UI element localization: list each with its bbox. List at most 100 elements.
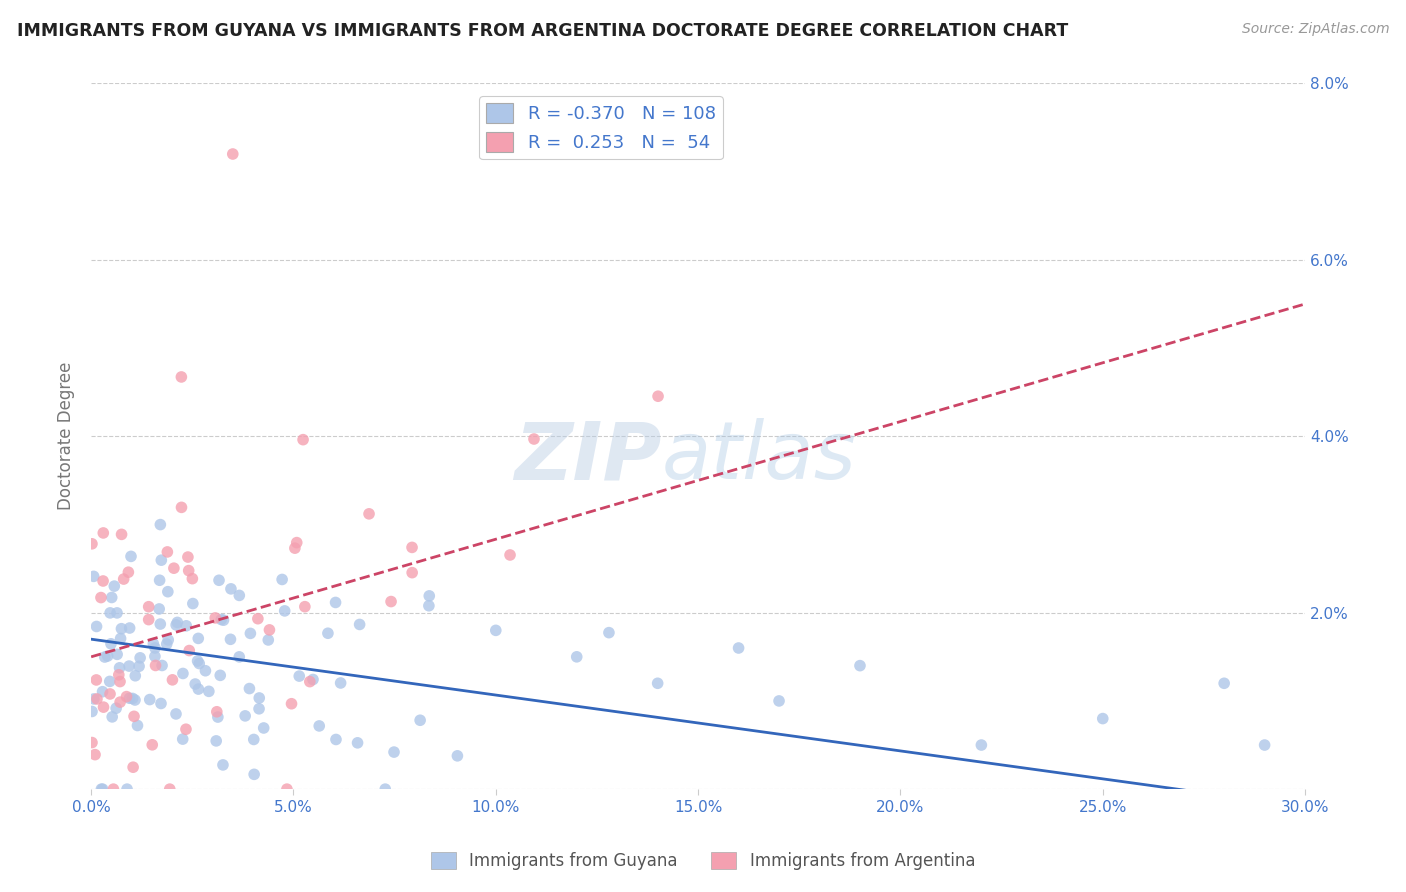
Point (259, 623, 281, 637)
Point (110, 622, 132, 636)
Point (90, 591, 112, 605)
Point (243, 767, 266, 781)
Point (172, 666, 194, 681)
Point (112, 572, 135, 586)
Point (181, 597, 204, 611)
Point (97, 648, 120, 663)
Point (246, 612, 269, 626)
Point (205, 734, 228, 748)
Point (374, 782, 396, 797)
Point (382, 745, 405, 759)
Point (302, 673, 325, 687)
Text: atlas: atlas (662, 418, 856, 497)
Point (117, 565, 139, 579)
Point (253, 721, 276, 735)
Point (86, 692, 108, 706)
Point (187, 654, 209, 668)
Point (970, 738, 993, 752)
Point (204, 611, 226, 625)
Point (187, 632, 209, 646)
Point (149, 617, 172, 632)
Point (212, 613, 235, 627)
Point (80, 705, 103, 719)
Point (194, 664, 217, 678)
Point (198, 684, 221, 698)
Point (228, 649, 250, 664)
Point (727, 640, 749, 655)
Point (239, 626, 262, 640)
Point (288, 669, 311, 683)
Point (205, 705, 228, 719)
Point (165, 706, 187, 721)
Point (598, 625, 620, 640)
Point (100, 591, 122, 605)
Text: Source: ZipAtlas.com: Source: ZipAtlas.com (1241, 22, 1389, 37)
Point (247, 702, 270, 716)
Point (308, 719, 330, 733)
Point (103, 579, 125, 593)
Point (122, 709, 145, 723)
Point (142, 637, 165, 651)
Point (149, 517, 172, 532)
Point (271, 573, 294, 587)
Text: ZIP: ZIP (515, 418, 662, 497)
Point (418, 589, 440, 603)
Point (150, 697, 173, 711)
Point (145, 658, 167, 673)
Point (219, 582, 242, 596)
Point (138, 613, 160, 627)
Point (292, 433, 315, 447)
Point (242, 732, 264, 747)
Point (105, 606, 128, 620)
Point (284, 541, 307, 556)
Point (181, 572, 204, 586)
Point (166, 615, 188, 630)
Point (108, 674, 131, 689)
Point (128, 659, 150, 673)
Point (523, 432, 546, 446)
Point (446, 748, 468, 763)
Point (141, 738, 163, 752)
Point (647, 389, 669, 403)
Point (138, 599, 160, 614)
Point (91, 684, 114, 698)
Point (177, 550, 200, 565)
Point (105, 701, 128, 715)
Point (565, 649, 588, 664)
Point (108, 668, 131, 682)
Point (647, 676, 669, 690)
Point (121, 691, 143, 706)
Point (118, 691, 141, 706)
Point (86, 673, 108, 687)
Point (273, 604, 295, 618)
Point (1091, 712, 1114, 726)
Point (101, 710, 124, 724)
Point (120, 549, 142, 564)
Point (118, 621, 141, 635)
Point (122, 760, 145, 774)
Point (110, 632, 132, 646)
Point (401, 541, 423, 555)
Point (1253, 738, 1275, 752)
Point (90, 782, 112, 797)
Point (149, 574, 172, 588)
Point (409, 713, 432, 727)
Point (163, 561, 186, 575)
Point (115, 782, 138, 797)
Point (329, 676, 352, 690)
Point (94, 650, 117, 665)
Point (349, 617, 371, 632)
Point (233, 709, 256, 723)
Point (115, 690, 138, 704)
Point (219, 632, 242, 647)
Point (316, 626, 339, 640)
Point (129, 650, 152, 665)
Point (84, 747, 107, 762)
Point (83, 692, 105, 706)
Point (108, 695, 131, 709)
Point (174, 723, 197, 737)
Point (91, 574, 114, 588)
Point (156, 584, 179, 599)
Point (768, 694, 790, 708)
Point (93, 700, 115, 714)
